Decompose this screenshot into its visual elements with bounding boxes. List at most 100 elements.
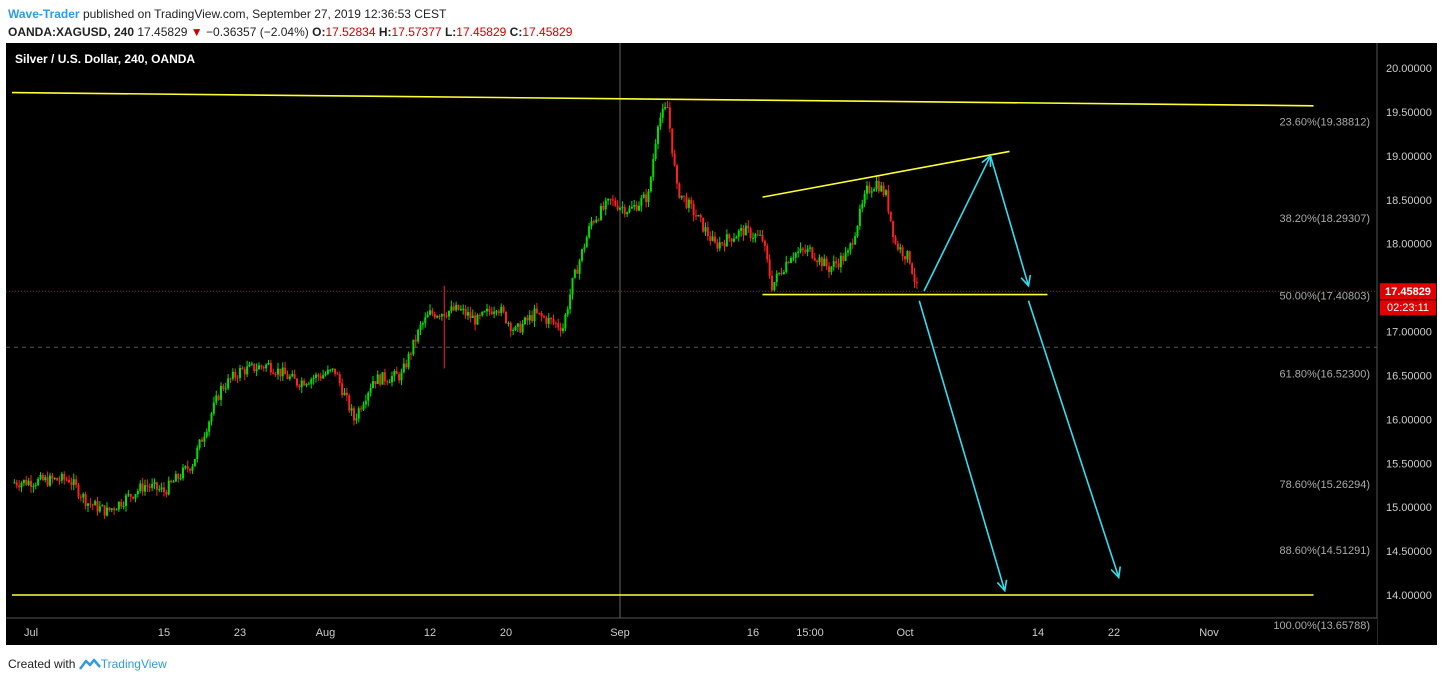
candle-body (614, 200, 617, 206)
candle-body (735, 236, 738, 239)
candle-body (151, 483, 154, 488)
candle-body (847, 250, 849, 253)
candle-body (127, 494, 130, 496)
candle-body (274, 373, 277, 375)
candle-body (794, 253, 797, 258)
candle-body (103, 505, 106, 516)
chart-area[interactable]: 20.00000 19.50000 19.00000 18.50000 18.00000… (6, 43, 1437, 645)
candle-body (842, 255, 845, 261)
candle-body (702, 217, 705, 232)
candle-body (322, 375, 325, 379)
candle-body (15, 482, 18, 486)
tradingview-brand-link[interactable]: TradingView (100, 657, 167, 671)
candle-body (68, 479, 70, 483)
candle-body (146, 485, 149, 487)
price-tick-label: 16.00000 (1386, 414, 1432, 426)
candle-body (407, 353, 410, 368)
candle-body (550, 317, 553, 320)
candle-body (526, 317, 529, 321)
price-tick-label: 19.00000 (1386, 151, 1432, 163)
candle-body (695, 215, 697, 217)
candle-body (692, 203, 695, 216)
candle-body (436, 316, 439, 318)
candle-body (775, 273, 778, 283)
candle-body (210, 413, 213, 422)
candle-body (395, 370, 398, 375)
candle-body (600, 205, 602, 220)
candle-body (497, 311, 500, 314)
candle-body (417, 329, 420, 342)
price-chart[interactable]: 20.00000 19.50000 19.00000 18.50000 18.00000… (6, 43, 1437, 645)
candle-body (668, 107, 671, 129)
price-axis[interactable] (1377, 43, 1437, 645)
candle-body (438, 316, 441, 318)
candle-body (462, 308, 465, 310)
candle-body (222, 385, 225, 390)
candle-body (329, 369, 332, 371)
candle-body (730, 238, 733, 242)
candle-body (711, 236, 714, 241)
candle-body (647, 191, 650, 203)
candle-body (369, 387, 372, 393)
price-tick-label: 16.50000 (1386, 370, 1432, 382)
candle-body (500, 306, 503, 314)
fib-level-label: 61.80%(16.52300) (1279, 368, 1370, 380)
candle-body (345, 392, 348, 396)
candle-body (801, 248, 804, 251)
candle-body (780, 272, 783, 274)
candle-body (547, 317, 550, 324)
candle-body (336, 373, 339, 375)
candle-body (353, 408, 355, 421)
candle-body (58, 480, 61, 482)
time-tick-label: Oct (896, 627, 913, 639)
candle-body (495, 311, 498, 313)
candle-body (844, 252, 847, 261)
candle-body (205, 431, 208, 437)
time-axis[interactable] (6, 618, 1377, 645)
fib-level-label: 88.60%(14.51291) (1279, 545, 1370, 557)
candle-body (27, 480, 30, 485)
candle-body (616, 205, 619, 210)
candle-body (272, 372, 275, 374)
candle-body (77, 484, 80, 497)
candle-body (545, 317, 548, 324)
last-price-tag-label: 17.45829 (1385, 286, 1431, 298)
candle-body (875, 180, 878, 190)
arrow-head-icon (1020, 274, 1032, 288)
candle-body (334, 368, 336, 374)
candle-body (65, 479, 68, 481)
candle-body (110, 508, 113, 510)
author-link[interactable]: Wave-Trader (8, 7, 80, 21)
change-value: −0.36357 (−2.04%) (206, 25, 309, 39)
candle-body (483, 311, 486, 313)
candle-body (609, 198, 612, 200)
candle-body (63, 473, 66, 480)
candle-body (319, 376, 322, 379)
candle-body (170, 480, 173, 483)
candle-body (911, 263, 914, 274)
candle-body (452, 306, 455, 311)
candle-body (203, 436, 206, 442)
candle-body (253, 363, 256, 372)
candle-body (75, 479, 78, 485)
candle-body (405, 363, 408, 368)
open-value: 17.52834 (325, 25, 376, 39)
candle-body (889, 211, 892, 221)
candle-body (421, 323, 424, 325)
candle-body (343, 392, 346, 396)
price-tick-label: 18.50000 (1386, 195, 1432, 207)
tradingview-logo-icon (78, 658, 101, 670)
candle-body (165, 492, 168, 495)
open-label: O: (312, 25, 326, 39)
candle-body (324, 373, 327, 376)
candle-body (182, 467, 184, 479)
candle-body (106, 507, 108, 516)
candle-body (402, 363, 405, 373)
candle-body (431, 310, 434, 314)
candle-body (293, 373, 296, 379)
candle-body (488, 308, 491, 312)
candle-body (858, 208, 861, 227)
candle-body (839, 255, 842, 268)
candle-body (906, 251, 909, 260)
candle-body (13, 482, 16, 484)
